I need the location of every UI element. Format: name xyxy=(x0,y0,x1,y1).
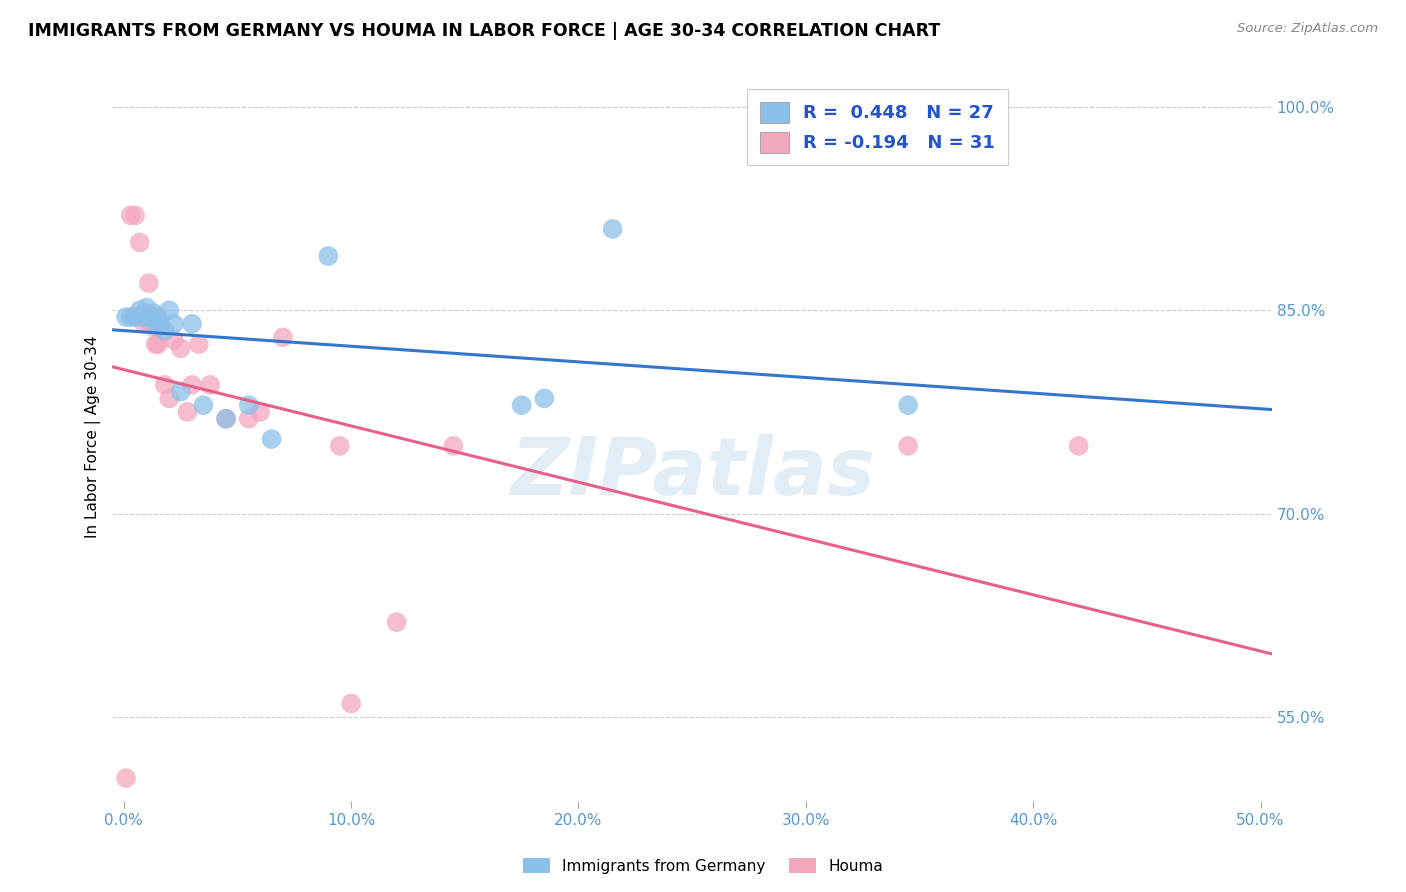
Point xyxy=(897,439,920,453)
Point xyxy=(163,333,186,347)
Point xyxy=(145,317,167,331)
Point xyxy=(124,208,146,222)
Point xyxy=(318,249,340,263)
Point xyxy=(149,317,172,331)
Point xyxy=(215,411,238,425)
Point xyxy=(145,337,167,351)
Point xyxy=(157,303,180,318)
Point xyxy=(329,439,352,453)
Point xyxy=(134,317,156,331)
Point xyxy=(131,310,153,324)
Point xyxy=(260,432,283,446)
Point xyxy=(897,398,920,412)
Point xyxy=(134,306,156,320)
Point xyxy=(169,341,191,355)
Point xyxy=(146,310,169,324)
Point xyxy=(138,310,160,324)
Point xyxy=(149,319,172,334)
Point xyxy=(271,330,294,344)
Point xyxy=(115,771,138,785)
Point xyxy=(510,398,533,412)
Point xyxy=(153,324,176,338)
Point xyxy=(181,317,204,331)
Point xyxy=(153,377,176,392)
Point xyxy=(602,222,624,236)
Point xyxy=(135,310,157,324)
Point xyxy=(544,830,567,844)
Point xyxy=(340,697,363,711)
Y-axis label: In Labor Force | Age 30-34: In Labor Force | Age 30-34 xyxy=(86,335,101,538)
Point xyxy=(443,439,465,453)
Point xyxy=(142,306,165,320)
Point xyxy=(142,319,165,334)
Legend: R =  0.448   N = 27, R = -0.194   N = 31: R = 0.448 N = 27, R = -0.194 N = 31 xyxy=(748,89,1008,165)
Point xyxy=(238,398,260,412)
Point xyxy=(157,392,180,406)
Point xyxy=(146,337,169,351)
Point xyxy=(385,615,408,629)
Point xyxy=(187,337,209,351)
Point xyxy=(193,398,215,412)
Point xyxy=(120,310,142,324)
Point xyxy=(533,392,555,406)
Point xyxy=(120,208,142,222)
Point xyxy=(181,377,204,392)
Point xyxy=(115,310,138,324)
Point xyxy=(163,317,186,331)
Point xyxy=(128,235,150,250)
Point xyxy=(135,301,157,315)
Point xyxy=(139,317,162,331)
Point xyxy=(249,405,271,419)
Point xyxy=(176,405,198,419)
Point xyxy=(169,384,191,399)
Text: ZIPatlas: ZIPatlas xyxy=(509,434,875,513)
Point xyxy=(138,276,160,290)
Point xyxy=(215,411,238,425)
Point xyxy=(1067,439,1090,453)
Point xyxy=(124,310,146,324)
Text: Source: ZipAtlas.com: Source: ZipAtlas.com xyxy=(1237,22,1378,36)
Legend: Immigrants from Germany, Houma: Immigrants from Germany, Houma xyxy=(516,852,890,880)
Point xyxy=(139,310,162,324)
Point xyxy=(128,303,150,318)
Text: IMMIGRANTS FROM GERMANY VS HOUMA IN LABOR FORCE | AGE 30-34 CORRELATION CHART: IMMIGRANTS FROM GERMANY VS HOUMA IN LABO… xyxy=(28,22,941,40)
Point xyxy=(198,377,221,392)
Point xyxy=(238,411,260,425)
